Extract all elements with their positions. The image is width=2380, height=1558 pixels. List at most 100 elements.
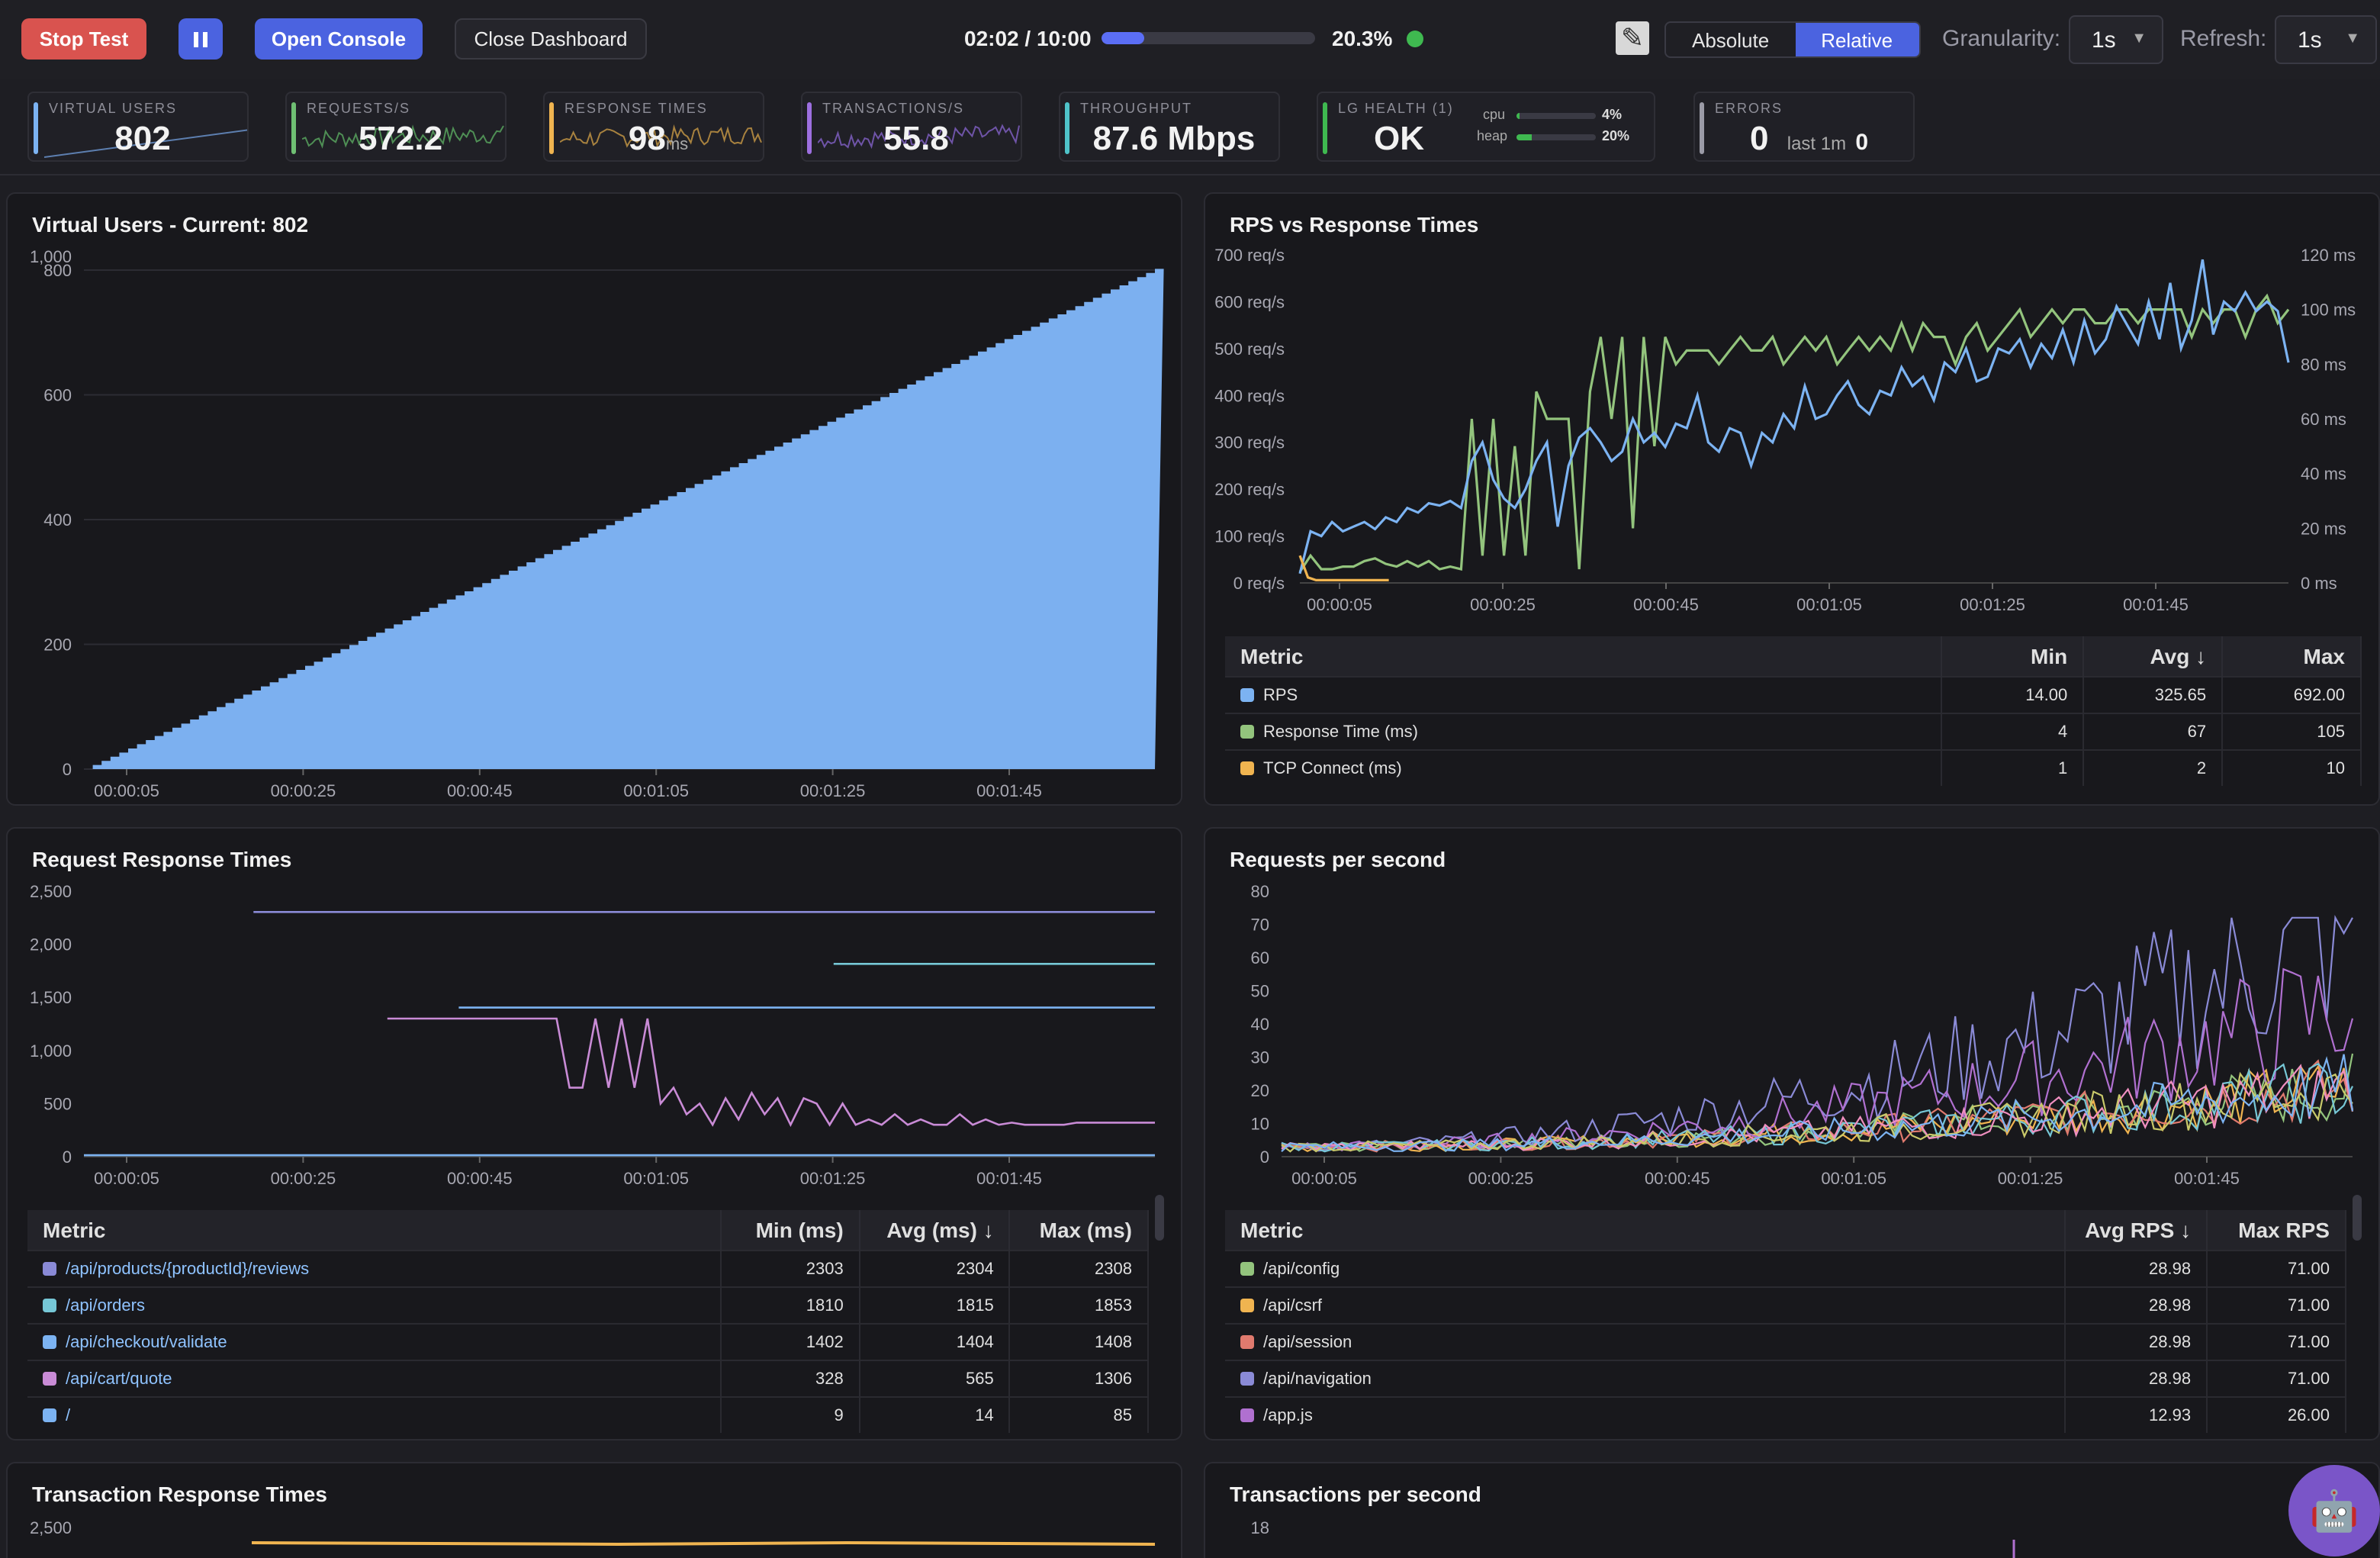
series-swatch[interactable]: [43, 1261, 56, 1275]
column-header[interactable]: Max RPS: [2207, 1210, 2346, 1251]
heap-bar-fill: [1516, 134, 1533, 140]
column-header[interactable]: Metric: [27, 1210, 722, 1251]
panel-title: Virtual Users - Current: 802: [32, 212, 309, 237]
column-header[interactable]: Avg (ms) ↓: [859, 1210, 1011, 1251]
heap-label: heap: [1477, 128, 1508, 143]
panel-title: RPS vs Response Times: [1230, 212, 1479, 237]
stat-lg-health: LG HEALTH (1) OK cpu 4% heap 20%: [1317, 92, 1655, 162]
mode-relative-button[interactable]: Relative: [1795, 23, 1919, 56]
metric-name[interactable]: /api/cart/quote: [66, 1370, 172, 1388]
tick-label: 200 req/s: [1214, 480, 1285, 499]
table-row[interactable]: /api/orders 1810 1815 1853: [27, 1286, 1149, 1324]
series-swatch[interactable]: [1240, 687, 1254, 701]
column-header[interactable]: Min: [1941, 636, 2085, 677]
metric-name[interactable]: /api/checkout/validate: [66, 1333, 227, 1351]
value-cell: 1404: [859, 1323, 1011, 1360]
series-swatch[interactable]: [43, 1334, 56, 1348]
tick-label: 1,500: [30, 988, 72, 1007]
table-row[interactable]: TCP Connect (ms) 1 2 10: [1225, 749, 2362, 786]
table-row[interactable]: /api/config 28.98 71.00: [1225, 1250, 2346, 1287]
table-row[interactable]: /api/cart/quote 328 565 1306: [27, 1360, 1149, 1397]
metric-cell: TCP Connect (ms): [1225, 749, 1943, 786]
stats-row: VIRTUAL USERS 802 REQUESTS/S 572.2 RESPO…: [0, 79, 2380, 175]
refresh-select[interactable]: 1s ▼: [2275, 15, 2377, 64]
value-cell: 2308: [1009, 1250, 1149, 1287]
panel-transactions-per-second: 1815 Transactions per second: [1204, 1462, 2380, 1558]
metric-name: /app.js: [1263, 1406, 1313, 1424]
tick-label: 600: [43, 386, 72, 405]
tick-label: 00:01:45: [2123, 595, 2189, 614]
metric-cell: /api/session: [1225, 1323, 2066, 1360]
value-cell: 71.00: [2207, 1286, 2346, 1324]
stat-title: TRANSACTIONS/S: [822, 101, 965, 116]
stop-test-button[interactable]: Stop Test: [21, 18, 146, 60]
table-row[interactable]: / 9 14 85: [27, 1396, 1149, 1433]
series-swatch[interactable]: [1240, 761, 1254, 774]
tick-label: 00:00:05: [94, 1169, 159, 1188]
metric-name[interactable]: /: [66, 1406, 71, 1424]
table-scrollbar[interactable]: [2353, 1195, 2362, 1241]
column-header[interactable]: Avg ↓: [2083, 636, 2224, 677]
close-dashboard-button[interactable]: Close Dashboard: [455, 18, 647, 60]
cpu-bar: [1516, 113, 1596, 119]
stat-title: THROUGHPUT: [1080, 101, 1192, 116]
tick-label: 30: [1251, 1048, 1269, 1067]
pause-button[interactable]: [178, 18, 223, 60]
cpu-value: 4%: [1602, 107, 1623, 122]
table-row[interactable]: Response Time (ms) 4 67 105: [1225, 713, 2362, 750]
tick-label: 00:00:05: [1307, 595, 1372, 614]
mode-absolute-button[interactable]: Absolute: [1692, 28, 1770, 51]
series-swatch[interactable]: [1240, 1298, 1254, 1312]
series-swatch[interactable]: [1240, 1371, 1254, 1385]
stat-errors: ERRORS 0 last 1m 0: [1693, 92, 1915, 162]
series-response-time: [1298, 293, 2290, 573]
table-row[interactable]: /api/csrf 28.98 71.00: [1225, 1286, 2346, 1324]
series-swatch[interactable]: [43, 1298, 56, 1312]
table-row[interactable]: /api/session 28.98 71.00: [1225, 1323, 2346, 1360]
metric-cell: /api/config: [1225, 1250, 2066, 1287]
sparkline: [560, 124, 762, 149]
series-swatch[interactable]: [1240, 1261, 1254, 1275]
tick-label: 2,500: [30, 1518, 72, 1537]
metric-name[interactable]: /api/orders: [66, 1296, 145, 1315]
metric-cell: /api/navigation: [1225, 1360, 2066, 1397]
assistant-button[interactable]: 🤖: [2288, 1465, 2380, 1556]
table-row[interactable]: /api/products/{productId}/reviews 2303 230…: [27, 1250, 1149, 1287]
series-swatch[interactable]: [1240, 1334, 1254, 1348]
column-header[interactable]: Max (ms): [1009, 1210, 1149, 1251]
tick-label: 400: [43, 510, 72, 530]
robot-icon: 🤖: [2309, 1487, 2359, 1533]
tick-label: 100 ms: [2301, 301, 2356, 320]
chevron-down-icon: ▼: [2345, 31, 2360, 47]
column-header[interactable]: Max: [2222, 636, 2362, 677]
errors-last-label: last 1m: [1787, 133, 1847, 154]
value-cell: 12.93: [2065, 1396, 2208, 1433]
table-row[interactable]: RPS 14.00 325.65 692.00: [1225, 676, 2362, 713]
tick-label: 80 ms: [2301, 355, 2346, 374]
series-swatch[interactable]: [1240, 724, 1254, 738]
metric-name[interactable]: /api/products/{productId}/reviews: [66, 1260, 310, 1278]
stat-title: VIRTUAL USERS: [49, 101, 178, 116]
series-swatch[interactable]: [43, 1371, 56, 1385]
column-header[interactable]: Avg RPS ↓: [2065, 1210, 2208, 1251]
table-row[interactable]: /api/navigation 28.98 71.00: [1225, 1360, 2346, 1397]
granularity-select[interactable]: 1s ▼: [2069, 15, 2163, 64]
tick-label: 20 ms: [2301, 519, 2346, 538]
tick-label: 400 req/s: [1214, 386, 1285, 405]
tick-label: 1,000: [30, 247, 72, 266]
tick-label: 00:00:25: [271, 1169, 336, 1188]
series-line: [1281, 1071, 2353, 1153]
tick-label: 300 req/s: [1214, 433, 1285, 452]
series-swatch[interactable]: [43, 1408, 56, 1421]
table-row[interactable]: /api/checkout/validate 1402 1404 1408: [27, 1323, 1149, 1360]
table-row[interactable]: /app.js 12.93 26.00: [1225, 1396, 2346, 1433]
column-header[interactable]: Min (ms): [721, 1210, 860, 1251]
open-console-button[interactable]: Open Console: [255, 18, 423, 60]
notepad-icon[interactable]: ✎: [1616, 21, 1649, 55]
panel-virtual-users: 0 200 400 600 800 1,000 00:00:05 00:00:25 00:00:…: [6, 192, 1182, 806]
column-header[interactable]: Metric: [1225, 636, 1943, 677]
table-scrollbar[interactable]: [1155, 1195, 1164, 1241]
value-cell: 28.98: [2065, 1360, 2208, 1397]
column-header[interactable]: Metric: [1225, 1210, 2066, 1251]
series-swatch[interactable]: [1240, 1408, 1254, 1421]
